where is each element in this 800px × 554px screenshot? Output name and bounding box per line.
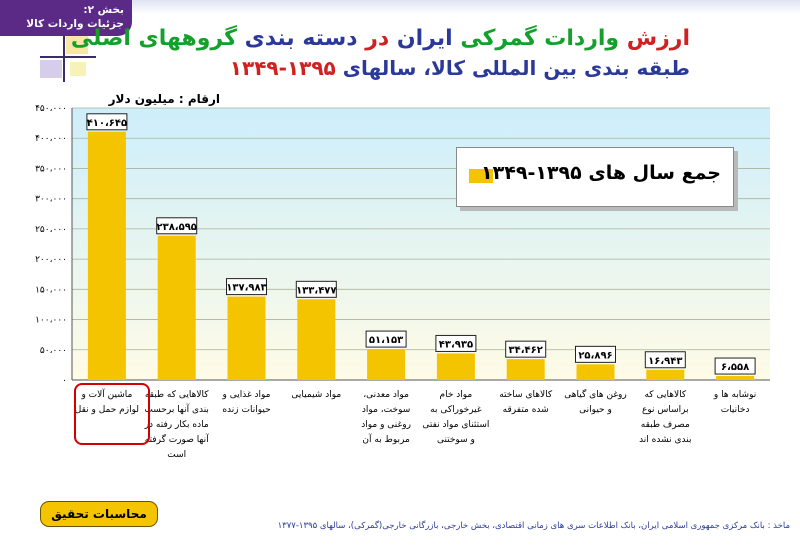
category-label: مواد غذایی و حیوانات زنده (222, 390, 271, 415)
highlight-box (74, 383, 150, 445)
value-label: ۲۳۸،۵۹۵ (156, 222, 196, 233)
value-label-box (156, 217, 198, 235)
bar (716, 376, 755, 380)
value-label-box (435, 334, 477, 352)
y-tick-label: ۳۵۰،۰۰۰ (35, 164, 67, 174)
value-label: ۲۵،۸۹۶ (578, 350, 612, 361)
value-label-box (365, 330, 407, 348)
y-tick-label: ۲۵۰،۰۰۰ (35, 225, 67, 235)
category-label: مواد شیمیایی (291, 390, 342, 400)
value-label: ۱۳۷،۹۸۳ (226, 283, 266, 294)
chart-subtitle: طبقه بندی بین المللی کالا، سالهای ۱۳۹۵-۱… (120, 56, 690, 80)
title-part-e: دسته بندی (236, 26, 366, 51)
value-label: ۱۳۳،۴۷۷ (296, 285, 336, 296)
y-tick-label: ۱۵۰،۰۰۰ (35, 285, 67, 295)
value-label: ۴۱۰،۶۴۵ (87, 118, 127, 129)
title-part-b: واردات گمرکی (460, 26, 620, 51)
value-label-box (226, 278, 267, 296)
deco-square-yellow-small (70, 62, 86, 76)
bar (646, 369, 685, 380)
calc-button[interactable]: محاسبات تحقیق (40, 501, 158, 527)
bar (297, 299, 336, 380)
value-label-box (714, 357, 756, 375)
y-tick-label: ۰ (62, 376, 67, 386)
y-tick-label: ۳۰۰،۰۰۰ (35, 195, 67, 205)
category-label: روغن های گیاهی و حیوانی (564, 390, 627, 415)
value-label-box (295, 280, 337, 298)
value-label: ۶،۵۵۸ (721, 362, 749, 373)
bar (227, 296, 266, 380)
category-label: کالاهای ساخته شده متفرقه (499, 390, 553, 415)
y-tick-label: ۲۰۰،۰۰۰ (35, 255, 67, 265)
legend: جمع سال های ۱۳۹۵-۱۳۴۹ (456, 147, 734, 207)
title-part-c: ایران (389, 26, 461, 51)
category-label: مواد خام غیرخوراکی به استثنای مواد نفتی … (422, 390, 490, 445)
bar (436, 353, 475, 380)
value-label: ۵۱،۱۵۳ (369, 335, 403, 346)
bar (157, 235, 196, 380)
category-label: نوشابه ها و دخانیات (713, 390, 757, 415)
bar (576, 364, 615, 380)
value-label-box (505, 340, 547, 358)
y-tick-label: ۴۵۰،۰۰۰ (35, 104, 67, 114)
section-number: بخش ۲: (83, 4, 124, 16)
title-part-d: در (365, 26, 390, 51)
title-part-f: گروههای اصلی (70, 26, 237, 51)
value-label: ۳۴،۴۶۲ (509, 345, 543, 356)
y-tick-label: ۴۰۰،۰۰۰ (35, 134, 67, 144)
section-title: جزئیات واردات کالا (26, 18, 124, 30)
value-label: ۱۶،۹۴۳ (648, 356, 682, 367)
bar (506, 359, 545, 380)
y-tick-label: ۵۰،۰۰۰ (40, 346, 67, 356)
legend-label: جمع سال های ۱۳۹۵-۱۳۴۹ (481, 162, 721, 184)
category-label: کالاهایی که براساس نوع مصرف طبقه بندی نش… (639, 390, 692, 445)
deco-square-yellow (66, 36, 88, 54)
legend-swatch (469, 169, 493, 183)
subtitle-part-a: طبقه بندی بین المللی کالا، سالهای (335, 56, 690, 80)
corner-decoration (40, 36, 96, 82)
bar (87, 131, 126, 380)
value-label-box (575, 345, 616, 363)
category-label: مواد معدنی، سوخت، مواد روغنی و مواد مربو… (361, 390, 411, 445)
y-axis-unit-label: ارقام : میلیون دلار (108, 92, 220, 106)
source-note: ماخذ : بانک مرکزی جمهوری اسلامی ایران، ب… (277, 521, 790, 531)
bar (367, 349, 406, 380)
title-part-a: ارزش (619, 26, 690, 51)
category-label: ماشین آلات و لوازم حمل و نقل (74, 390, 139, 415)
chart-title: ارزش واردات گمرکی ایران در دسته بندی گرو… (71, 26, 690, 51)
top-band (0, 0, 800, 14)
value-label-box (86, 113, 128, 131)
deco-square-purple (40, 60, 62, 78)
category-label: کالاهایی که طبقه بندی آنها برحسب ماده بک… (144, 390, 209, 460)
value-label: ۴۳،۹۳۵ (439, 339, 473, 350)
value-label-box (644, 351, 686, 369)
y-tick-label: ۱۰۰،۰۰۰ (35, 316, 67, 326)
subtitle-years: ۱۳۹۵-۱۳۴۹ (229, 56, 336, 80)
section-tab: بخش ۲: جزئیات واردات کالا (0, 0, 132, 36)
